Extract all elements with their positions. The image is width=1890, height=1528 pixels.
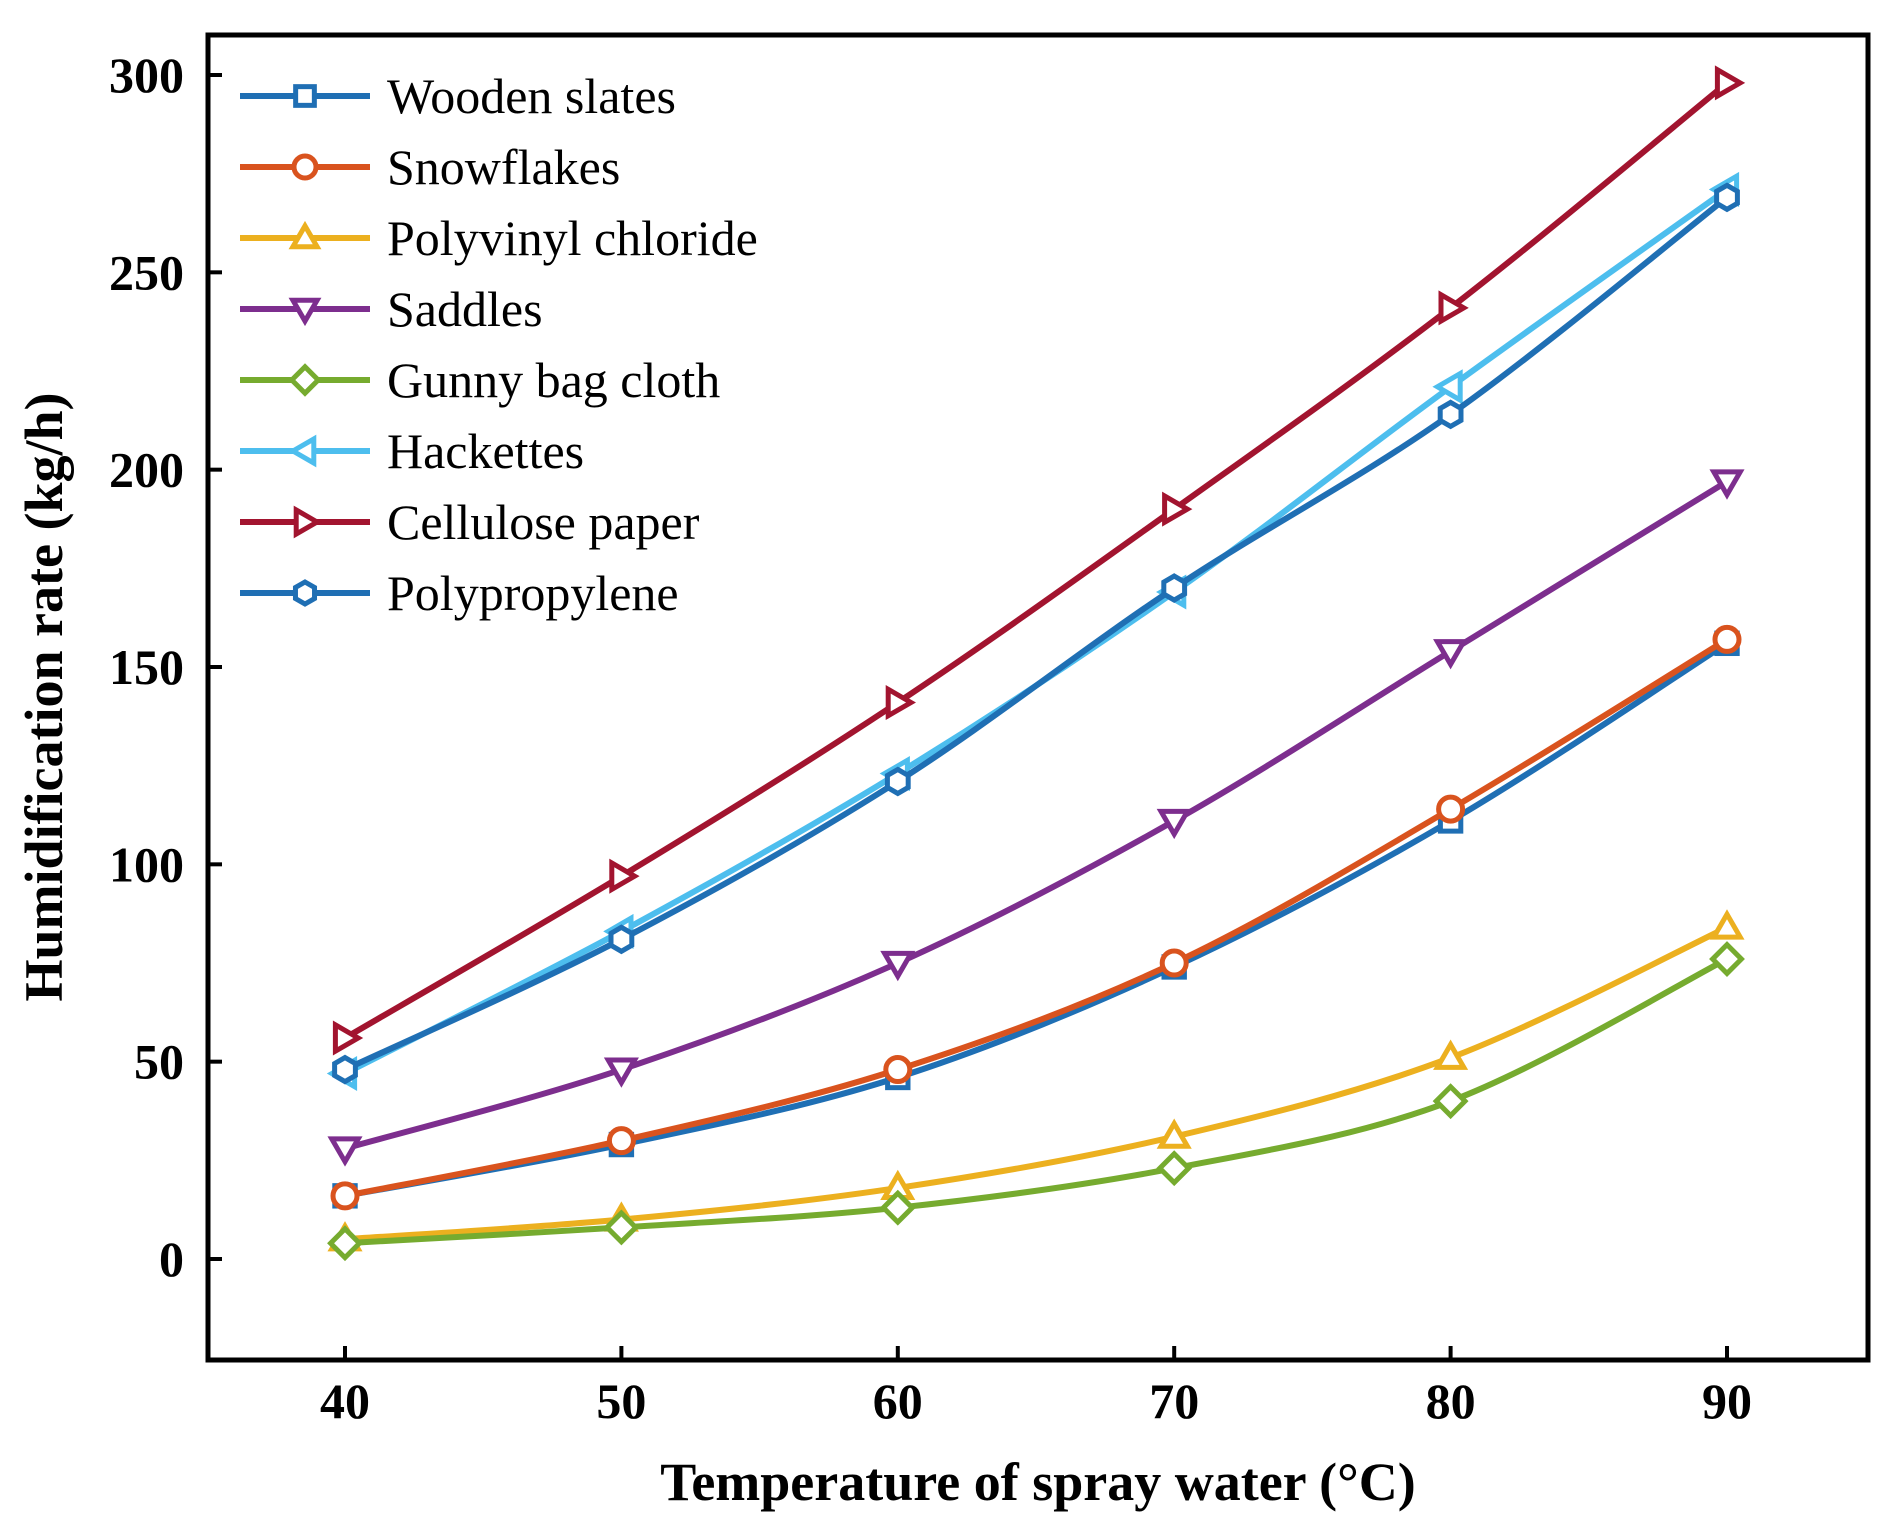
data-point bbox=[1709, 909, 1745, 940]
legend-label: Polypropylene bbox=[387, 565, 679, 621]
data-point bbox=[1156, 1118, 1192, 1149]
series-polyvinyl-chloride bbox=[327, 909, 1745, 1252]
data-point bbox=[1162, 491, 1193, 527]
data-point bbox=[1156, 808, 1192, 840]
series-line bbox=[344, 636, 1729, 1199]
data-point bbox=[1709, 469, 1745, 500]
series-line bbox=[344, 640, 1729, 1199]
legend-label: Wooden slates bbox=[387, 68, 676, 124]
legend-marker bbox=[292, 579, 318, 607]
series-line bbox=[344, 924, 1729, 1243]
data-point bbox=[885, 684, 916, 721]
data-point bbox=[327, 1136, 363, 1167]
series-gunny-bag-cloth bbox=[327, 941, 1745, 1262]
legend-label: Polyvinyl chloride bbox=[387, 210, 758, 266]
series-saddles bbox=[327, 469, 1745, 1167]
legend-marker bbox=[293, 84, 317, 108]
series-cellulose-paper bbox=[332, 65, 1746, 1056]
legend-item-saddles: Saddles bbox=[240, 281, 543, 337]
x-tick-label: 90 bbox=[1702, 1373, 1752, 1429]
y-tick-label: 100 bbox=[109, 836, 184, 892]
series-polypropylene bbox=[332, 182, 1740, 1085]
legend-marker bbox=[287, 434, 317, 468]
x-tick-label: 60 bbox=[873, 1373, 923, 1429]
series-line bbox=[343, 80, 1729, 1041]
x-tick-label: 50 bbox=[596, 1373, 646, 1429]
legend-item-snowflakes: Snowflakes bbox=[240, 139, 620, 195]
axis-ticks: 40 50 60 70 80 90 0 50 100 150 200 250 300 bbox=[109, 47, 1752, 1429]
legend-item-wooden-slates: Wooden slates bbox=[240, 68, 676, 124]
data-point bbox=[608, 924, 635, 955]
series-line bbox=[343, 187, 1729, 1077]
data-point bbox=[1438, 290, 1469, 326]
legend-marker bbox=[288, 297, 322, 327]
data-point bbox=[1432, 1083, 1469, 1120]
y-tick-label: 250 bbox=[109, 244, 184, 300]
x-tick-label: 70 bbox=[1149, 1373, 1199, 1429]
data-point bbox=[879, 1189, 916, 1226]
data-point bbox=[1712, 624, 1742, 654]
data-point bbox=[332, 1020, 364, 1056]
data-point bbox=[1161, 573, 1188, 603]
data-point bbox=[1714, 65, 1746, 101]
legend-item-hackettes: Hackettes bbox=[240, 423, 584, 479]
legend-marker bbox=[288, 220, 322, 250]
legend-label: Gunny bag cloth bbox=[387, 352, 720, 408]
data-point bbox=[883, 1055, 913, 1085]
x-tick-label: 40 bbox=[320, 1373, 370, 1429]
x-tick-label: 80 bbox=[1426, 1373, 1476, 1429]
y-tick-label: 50 bbox=[134, 1034, 184, 1090]
legend-item-gunny-bag-cloth: Gunny bag cloth bbox=[240, 352, 720, 408]
data-point bbox=[1156, 1150, 1193, 1187]
series-line bbox=[343, 194, 1729, 1073]
data-point bbox=[1432, 369, 1463, 405]
legend-label: Cellulose paper bbox=[387, 494, 700, 550]
plot-frame bbox=[205, 32, 1871, 1363]
data-point bbox=[1709, 941, 1745, 977]
series-line bbox=[344, 478, 1729, 1152]
y-tick-label: 300 bbox=[109, 47, 184, 103]
legend-label: Saddles bbox=[387, 281, 543, 337]
data-point bbox=[609, 858, 640, 894]
legend-label: Hackettes bbox=[387, 423, 584, 479]
legend-marker bbox=[288, 363, 322, 397]
data-point bbox=[884, 766, 911, 797]
legend-item-polyvinyl-chloride: Polyvinyl chloride bbox=[240, 210, 758, 266]
data-point bbox=[1436, 794, 1466, 824]
series-line bbox=[344, 956, 1729, 1247]
legend-marker bbox=[291, 153, 319, 181]
legend-item-cellulose-paper: Cellulose paper bbox=[240, 494, 700, 550]
y-tick-label: 200 bbox=[109, 442, 184, 498]
series-layer bbox=[326, 65, 1746, 1262]
legend-marker bbox=[293, 505, 323, 539]
data-point bbox=[1437, 399, 1464, 430]
x-axis-title: Temperature of spray water (°C) bbox=[660, 1452, 1415, 1512]
data-point bbox=[603, 1209, 640, 1246]
data-point bbox=[606, 1126, 636, 1156]
legend: Wooden slates Snowflakes Polyvinyl chlorid… bbox=[240, 68, 758, 621]
data-point bbox=[1714, 182, 1740, 213]
data-point bbox=[327, 1225, 363, 1262]
data-point bbox=[332, 1054, 358, 1085]
y-tick-label: 0 bbox=[159, 1231, 184, 1287]
legend-label: Snowflakes bbox=[387, 139, 620, 195]
data-point bbox=[330, 1181, 360, 1211]
y-axis-title: Humidification rate (kg/h) bbox=[14, 393, 74, 1002]
data-point bbox=[880, 950, 916, 982]
series-snowflakes bbox=[330, 624, 1742, 1211]
data-point bbox=[1433, 1039, 1469, 1070]
data-point bbox=[1433, 639, 1469, 670]
data-point bbox=[1159, 948, 1189, 978]
legend-item-polypropylene: Polypropylene bbox=[240, 565, 679, 621]
y-tick-label: 150 bbox=[109, 639, 184, 695]
data-point bbox=[603, 1057, 639, 1088]
